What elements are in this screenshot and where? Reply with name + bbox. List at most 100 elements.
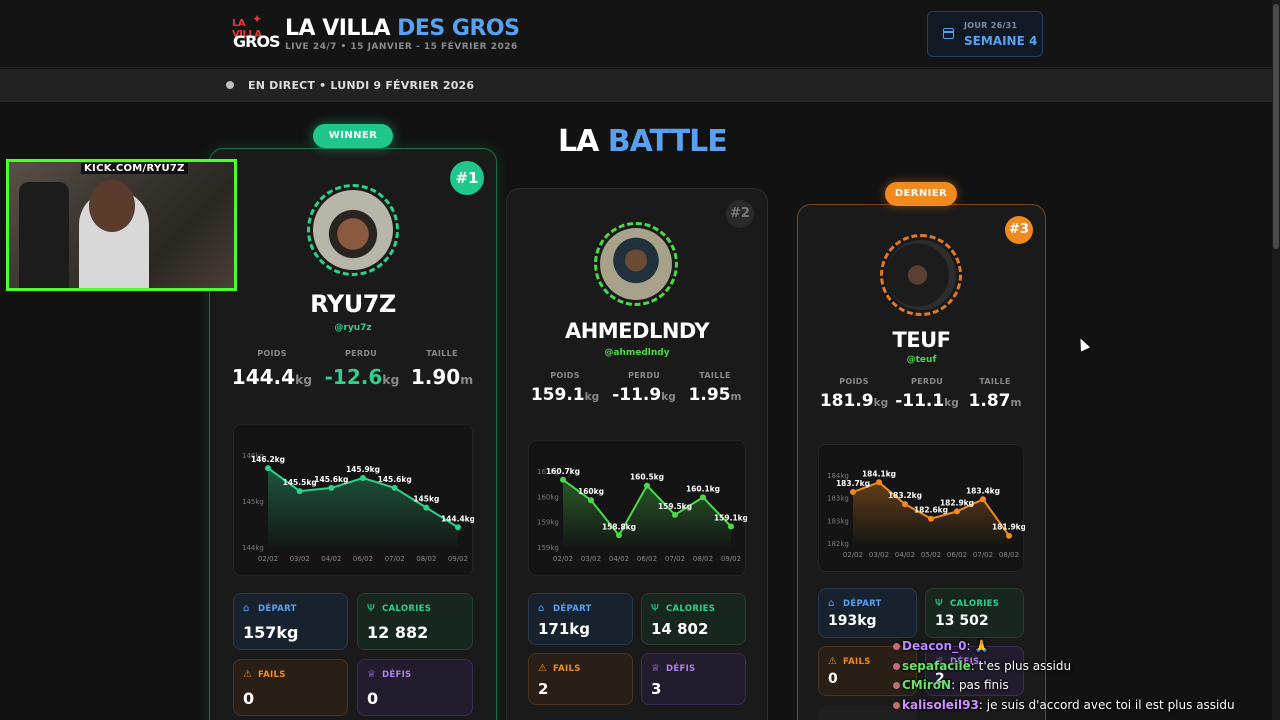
x-tick-label: 08/02: [999, 551, 1019, 559]
fork-knife-icon: Ψ: [367, 603, 375, 614]
rank-badge-2: #2: [726, 200, 754, 228]
data-point: [588, 497, 594, 504]
x-tick-label: 04/02: [609, 555, 629, 563]
data-point: [616, 532, 622, 539]
live-dot-icon: [226, 81, 234, 89]
x-tick-label: 09/02: [721, 555, 741, 563]
area-fill: [853, 482, 1009, 543]
y-tick-label: 161kg: [537, 468, 559, 476]
week-indicator[interactable]: JOUR 26/31 SEMAINE 4: [927, 11, 1043, 57]
y-tick-label: 144kg: [242, 544, 264, 552]
stat-label-poids: POIDS: [839, 377, 869, 386]
stat-label-taille: TAILLE: [426, 349, 458, 358]
player-handle[interactable]: @ryu7z: [334, 323, 372, 333]
data-label: 184.1kg: [862, 469, 896, 478]
x-tick-label: 08/02: [416, 555, 436, 563]
data-point: [423, 504, 430, 511]
webcam-overlay: KICK.COM/RYU7Z: [6, 159, 237, 291]
calendar-icon: [943, 28, 954, 39]
area-fill: [268, 468, 458, 547]
trophy-icon: ♕: [935, 656, 944, 667]
data-label: 145.5kg: [283, 478, 317, 487]
stat-height: 1.87m: [968, 391, 1022, 411]
data-point: [265, 465, 271, 472]
scrollbar[interactable]: [1272, 0, 1280, 720]
data-label: 146.2kg: [251, 455, 285, 464]
player-name: TEUF: [892, 328, 951, 352]
data-point: [980, 496, 986, 503]
data-label: 145.6kg: [314, 475, 348, 484]
data-label: 181.9kg: [992, 523, 1025, 532]
tile-depart: ⌂ DÉPART 193kg: [818, 588, 917, 638]
tile-fails: ⚠ FAILS 2: [528, 653, 633, 705]
stat-label-poids: POIDS: [257, 349, 287, 358]
x-tick-label: 03/02: [290, 555, 310, 563]
x-tick-label: 07/02: [973, 551, 993, 559]
player-handle[interactable]: @ahmedlndy: [604, 348, 670, 358]
chat-badge-icon: [893, 701, 900, 709]
chat-badge-icon: [893, 662, 900, 670]
x-tick-label: 09/02: [448, 555, 468, 563]
data-point: [296, 488, 303, 495]
data-label: 145kg: [413, 495, 439, 504]
y-tick-label: 146kg: [242, 452, 264, 460]
y-tick-label: 182kg: [827, 540, 849, 548]
chat-message: CMiroN: pas finis: [893, 676, 1273, 696]
app-title: LA VILLA DES GROS: [285, 16, 520, 41]
tile-fails: ⚠ FAILS 0: [233, 659, 348, 716]
data-label: 183.4kg: [966, 486, 1000, 495]
y-tick-label: 183kg: [827, 495, 849, 503]
y-tick-label: 159kg: [537, 519, 559, 527]
weight-chart-2: 161kg 160kg 159kg 159kg 160.7kg 02/02 160kg 03/…: [528, 440, 748, 576]
stat-label-perdu: PERDU: [344, 349, 378, 358]
data-label: 183.7kg: [836, 479, 870, 488]
tile-defis: ♕ DÉFIS 3: [641, 653, 746, 705]
live-status-text: EN DIRECT • LUNDI 9 FÉVRIER 2026: [248, 79, 475, 92]
data-point: [954, 508, 960, 515]
tile-depart: ⌂ DÉPART 171kg: [528, 593, 633, 645]
fork-knife-icon: Ψ: [935, 598, 943, 609]
player-handle[interactable]: @teuf: [906, 355, 937, 365]
y-tick-label: 160kg: [537, 493, 559, 501]
x-tick-label: 02/02: [258, 555, 278, 563]
chat-message: Deacon_0: 🙏: [893, 637, 1273, 657]
live-status-bar: EN DIRECT • LUNDI 9 FÉVRIER 2026: [0, 69, 1272, 102]
x-tick-label: 06/02: [947, 551, 967, 559]
x-tick-label: 04/02: [895, 551, 915, 559]
data-point: [360, 475, 366, 481]
trophy-icon: ♕: [367, 669, 376, 680]
stat-label-poids: POIDS: [550, 371, 580, 380]
stat-lost: -11.9kg: [612, 385, 676, 405]
data-label: 145.6kg: [378, 475, 412, 484]
tile-defis: ♕ DÉFIS 0: [357, 659, 473, 716]
tile-defis: ♕ DÉFIS 2: [925, 646, 1024, 696]
x-tick-label: 05/02: [921, 551, 941, 559]
scrollbar-thumb[interactable]: [1273, 4, 1279, 249]
chat-message: kalisoleil93: je suis d'accord avec toi …: [893, 696, 1273, 716]
stat-weight: 181.9kg: [819, 391, 889, 411]
data-label: 160.5kg: [630, 473, 664, 482]
x-tick-label: 07/02: [665, 555, 685, 563]
data-label: 159.1kg: [714, 514, 747, 523]
data-point: [560, 476, 566, 483]
tile-calories: Ψ CALORIES 13 502: [925, 588, 1024, 638]
webcam-chair: [19, 182, 69, 288]
data-label: 160.7kg: [546, 467, 580, 476]
stat-label-taille: TAILLE: [979, 377, 1011, 386]
avatar: [594, 222, 678, 306]
stat-weight: 159.1kg: [530, 385, 600, 405]
y-tick-label: 145kg: [242, 498, 264, 506]
x-tick-label: 08/02: [693, 555, 713, 563]
week-label: SEMAINE 4: [964, 34, 1038, 48]
rank-badge-1: #1: [450, 161, 484, 195]
player-name: RYU7Z: [310, 290, 396, 318]
weight-chart-3: 184kg 183kg 183kg 182kg 183.7kg 02/02 184.1kg 0…: [818, 444, 1026, 572]
trophy-icon: ♕: [651, 663, 660, 674]
data-point: [850, 489, 856, 495]
webcam-channel-tag: KICK.COM/RYU7Z: [81, 163, 188, 174]
stat-height: 1.95m: [688, 385, 742, 405]
logo[interactable]: ✦ LA VILLA GROS: [230, 12, 281, 56]
y-tick-label: 159kg: [537, 544, 559, 552]
y-tick-label: 183kg: [827, 517, 849, 525]
warning-icon: ⚠: [538, 663, 547, 674]
